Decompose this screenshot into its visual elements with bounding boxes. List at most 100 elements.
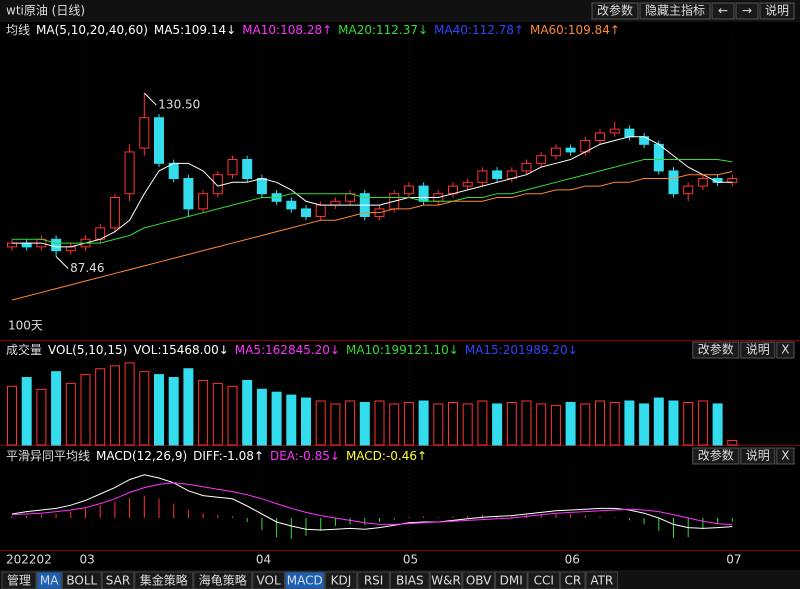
button[interactable]	[692, 341, 740, 359]
button[interactable]	[776, 341, 795, 359]
button[interactable]	[711, 2, 735, 20]
legend-item: MA20:112.37↓	[338, 23, 428, 37]
volume-bar	[198, 379, 209, 446]
tab-label[interactable]: DMI	[500, 574, 523, 588]
legend-item: DEA:-0.85↓	[270, 449, 340, 463]
legend-item: VOL(5,10,15)	[48, 343, 127, 357]
tab[interactable]	[462, 571, 495, 589]
volume-bar	[271, 391, 282, 446]
tab-label[interactable]: 集金策略	[140, 573, 188, 588]
tab-label[interactable]: BIAS	[396, 574, 424, 588]
tab-label[interactable]: 海龟策略	[199, 573, 247, 588]
candle-body	[462, 181, 473, 187]
legend-item: DIFF:-1.08↑	[193, 449, 264, 463]
tab-label[interactable]: W&R	[431, 574, 461, 588]
tab-label[interactable]: 管理	[7, 573, 31, 588]
volume-bar	[124, 362, 135, 446]
tab[interactable]	[1, 571, 37, 589]
volume-bar	[639, 403, 650, 446]
candle-body	[565, 147, 576, 153]
tab-label[interactable]: BOLL	[66, 574, 97, 588]
candle-body	[683, 185, 694, 195]
tab[interactable]	[389, 571, 430, 589]
candle-body	[168, 162, 179, 180]
volume-bar	[374, 400, 385, 446]
tab-label[interactable]: OBV	[466, 574, 492, 588]
candle-body	[403, 185, 414, 195]
tab[interactable]	[357, 571, 390, 589]
button-label[interactable]: 说明	[765, 3, 789, 18]
volume-bar	[36, 388, 47, 446]
tab-label[interactable]: MACD	[287, 574, 323, 588]
volume-bar	[183, 368, 194, 446]
volume-bar	[21, 377, 32, 446]
tab[interactable]	[585, 571, 619, 589]
ma-line	[12, 159, 733, 244]
volume-bar	[433, 403, 444, 446]
tab-label[interactable]: CR	[564, 574, 581, 588]
volume-bar	[330, 403, 341, 446]
button-label[interactable]: 改参数	[597, 3, 633, 18]
button-label[interactable]: 说明	[746, 448, 770, 463]
button-label[interactable]: 说明	[746, 342, 770, 357]
button-label[interactable]: 改参数	[698, 342, 734, 357]
button[interactable]	[740, 447, 776, 465]
volume-bar	[418, 400, 429, 446]
tab-label[interactable]: CCI	[534, 574, 554, 588]
candle-body	[315, 204, 326, 217]
button-label[interactable]: 隐藏主指标	[645, 3, 705, 18]
volume-bar	[168, 377, 179, 446]
tab[interactable]	[527, 571, 561, 589]
button[interactable]	[639, 2, 711, 20]
button[interactable]	[740, 341, 776, 359]
tab[interactable]	[494, 571, 528, 589]
candle-body	[21, 242, 32, 248]
volume-bar	[668, 400, 679, 446]
date-label: 07	[726, 553, 741, 567]
candle-body	[536, 155, 547, 164]
volume-bar	[139, 371, 150, 446]
volume-bar	[154, 374, 164, 446]
tab-label[interactable]: RSI	[364, 574, 384, 588]
legend-item: VOL:15468.00↓	[133, 343, 228, 357]
tab[interactable]	[252, 571, 285, 589]
button[interactable]	[759, 2, 795, 20]
button[interactable]	[692, 447, 740, 465]
button-label[interactable]: 改参数	[698, 448, 734, 463]
button-label[interactable]: X	[781, 449, 789, 463]
tab-label[interactable]: MA	[40, 574, 59, 588]
legend-item: MACD(12,26,9)	[96, 449, 187, 463]
tab[interactable]	[284, 571, 325, 589]
legend: 均线 MA(5,10,20,40,60) MA5:109.14↓ MA10:108.2…	[6, 23, 620, 37]
tab[interactable]	[193, 571, 253, 589]
volume-bar	[462, 403, 473, 446]
button-label[interactable]: X	[781, 343, 789, 357]
legend-item: MA10:108.28↑	[242, 23, 332, 37]
candle-body	[697, 178, 708, 187]
volume-bar	[359, 401, 370, 446]
tab[interactable]	[36, 571, 62, 589]
tab[interactable]	[560, 571, 586, 589]
button[interactable]	[776, 447, 795, 465]
button-label[interactable]: →	[742, 4, 752, 18]
tab-label[interactable]: ATR	[590, 574, 613, 588]
volume-bar	[7, 385, 17, 446]
tab-label[interactable]: SAR	[106, 574, 130, 588]
legend-name: 平滑异同平均线	[6, 449, 90, 463]
volume-bar	[389, 403, 400, 446]
button[interactable]	[591, 2, 639, 20]
tab[interactable]	[61, 571, 102, 589]
tab-label[interactable]: VOL	[257, 574, 281, 588]
volume-bar	[697, 400, 708, 446]
tab[interactable]	[101, 571, 135, 589]
tab[interactable]	[324, 571, 358, 589]
button[interactable]	[735, 2, 759, 20]
tab[interactable]	[429, 571, 463, 589]
button-label[interactable]: ←	[718, 4, 728, 18]
tab[interactable]	[134, 571, 194, 589]
volume-bar	[521, 400, 532, 446]
tab-label[interactable]: KDJ	[331, 574, 352, 588]
candle-body	[286, 200, 297, 210]
legend-item: MA60:109.84↑	[530, 23, 620, 37]
candle-body	[609, 128, 620, 134]
